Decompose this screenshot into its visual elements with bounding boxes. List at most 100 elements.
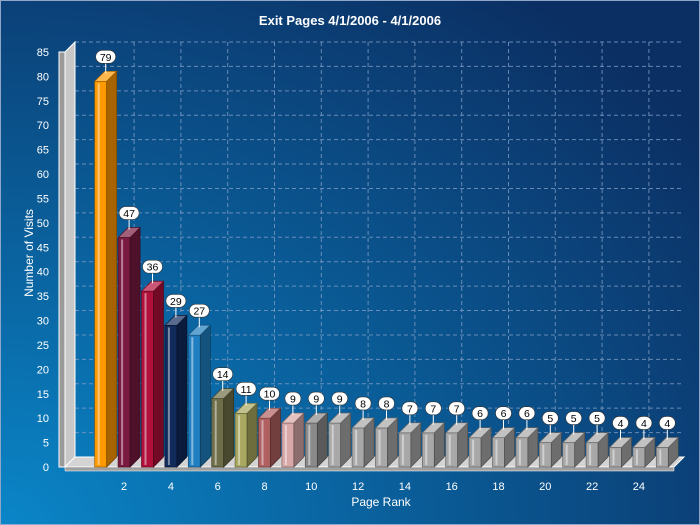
bar: [444, 421, 469, 468]
data-label-text: 6: [524, 408, 530, 420]
x-tick-label: 10: [305, 481, 317, 493]
data-label: 11: [235, 381, 257, 406]
bar-side: [106, 70, 118, 468]
bar-highlight: [214, 400, 217, 465]
bar-top: [304, 412, 329, 424]
bar-front: [468, 437, 482, 468]
bar: [93, 70, 118, 468]
data-label-bubble: [284, 391, 302, 406]
y-tick-label: 50: [37, 218, 49, 230]
bar-side: [129, 226, 141, 468]
bar-front: [328, 422, 342, 468]
y-axis-label: Number of Visits: [22, 209, 36, 297]
y-tick-label: 35: [37, 291, 49, 303]
data-label-text: 36: [147, 262, 159, 274]
data-label-bubble: [565, 411, 583, 425]
x-tick-label: 20: [539, 481, 551, 493]
bar-front: [585, 442, 599, 468]
x-tick-label: 18: [492, 481, 504, 493]
bar-front: [94, 80, 108, 468]
y-tick-label: 60: [37, 169, 49, 181]
data-label: 27: [189, 303, 210, 328]
y-tick-label: 40: [37, 267, 49, 279]
y-tick-label: 80: [37, 71, 49, 83]
bar-top: [374, 417, 399, 429]
bar-front: [398, 432, 412, 468]
bar-highlight: [97, 83, 100, 465]
bar-top: [421, 422, 446, 434]
data-label-text: 29: [170, 296, 182, 308]
bar: [304, 412, 329, 468]
bar-highlight: [425, 434, 428, 465]
data-label: 79: [95, 49, 116, 74]
bar-highlight: [495, 439, 498, 465]
bar-top: [468, 427, 492, 439]
data-label-text: 4: [641, 418, 647, 430]
data-label-text: 9: [290, 394, 296, 406]
bar-top: [164, 315, 188, 326]
data-label: 6: [518, 406, 536, 430]
bar-front: [141, 290, 154, 468]
bar-highlight: [635, 449, 638, 465]
bar-highlight: [261, 420, 264, 465]
data-label: 6: [471, 406, 489, 430]
bar-highlight: [518, 439, 521, 465]
x-tick-label: 4: [168, 481, 174, 493]
data-label: 7: [401, 401, 419, 425]
data-label: 8: [354, 396, 372, 420]
data-label-text: 5: [547, 413, 553, 425]
y-tick-label: 5: [43, 438, 49, 450]
bar-highlight: [565, 444, 568, 465]
bar-front: [609, 447, 622, 468]
bar: [117, 226, 141, 468]
data-label-text: 9: [313, 394, 319, 406]
data-label-bubble: [331, 391, 349, 406]
data-label-bubble: [165, 294, 187, 308]
data-label-text: 5: [594, 413, 600, 425]
bar-top: [93, 70, 118, 82]
bar: [164, 314, 188, 468]
bar-front: [655, 447, 669, 468]
data-label-bubble: [378, 396, 395, 411]
data-label-bubble: [142, 259, 163, 274]
data-label: 6: [495, 406, 512, 430]
bar-top: [281, 412, 305, 424]
data-label: 47: [118, 206, 140, 230]
y-tick-label: 45: [37, 242, 49, 254]
y-tick-label: 25: [37, 340, 49, 352]
data-label: 5: [541, 411, 559, 435]
left-wall-side: [58, 51, 66, 468]
data-label-text: 7: [407, 403, 413, 415]
bar-top: [257, 407, 282, 419]
bar-top: [140, 280, 165, 292]
y-tick-label: 30: [37, 316, 49, 328]
bar-top: [585, 432, 609, 443]
bar-highlight: [191, 337, 194, 465]
bar-front: [538, 442, 552, 468]
bar-highlight: [612, 449, 615, 465]
bar-front: [117, 237, 131, 468]
chart-title: Exit Pages 4/1/2006 - 4/1/2006: [259, 13, 441, 28]
left-wall: [64, 40, 76, 469]
x-tick-label: 22: [586, 481, 598, 493]
bar-top: [538, 432, 563, 443]
bar-highlight: [589, 444, 592, 465]
data-label-text: 10: [264, 389, 276, 401]
bar-front: [234, 412, 248, 468]
bar-top: [608, 437, 633, 448]
data-label-bubble: [471, 406, 489, 421]
bar: [210, 387, 235, 468]
bar-side: [153, 280, 164, 468]
data-label-bubble: [588, 411, 606, 425]
bar: [234, 402, 258, 468]
data-label-bubble: [635, 416, 653, 430]
data-label-bubble: [495, 406, 512, 421]
bar: [632, 436, 656, 468]
bar: [561, 431, 586, 468]
data-label-bubble: [541, 411, 559, 425]
bar-highlight: [401, 434, 404, 465]
bar-highlight: [121, 239, 124, 465]
bar-top: [561, 432, 586, 443]
data-label-bubble: [518, 406, 536, 421]
data-label-bubble: [95, 49, 116, 64]
